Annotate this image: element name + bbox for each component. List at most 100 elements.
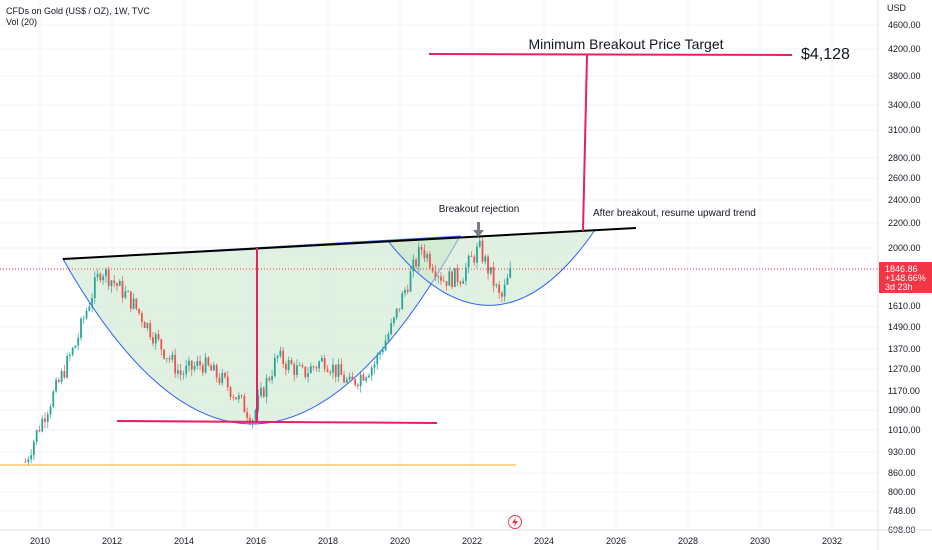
candle-body — [260, 387, 262, 396]
candle-body — [290, 359, 293, 365]
candle-body — [401, 293, 404, 310]
candle-body — [379, 352, 381, 355]
candle-body — [243, 395, 246, 413]
candle-body — [279, 350, 282, 356]
candle-body — [149, 323, 152, 338]
candle-body — [301, 365, 304, 367]
candle-body — [307, 373, 309, 378]
candle-body — [487, 256, 489, 274]
target-label[interactable]: Minimum Breakout Price Target — [528, 36, 723, 52]
time-tick-label: 2018 — [318, 536, 338, 546]
breakout-label[interactable]: After breakout, resume upward trend — [593, 208, 756, 219]
last-price-value: 1846.86 — [885, 264, 918, 274]
candle-body — [254, 410, 257, 421]
time-tick-label: 2026 — [606, 536, 626, 546]
candle-body — [135, 298, 138, 309]
candle-body — [235, 397, 237, 400]
candle-body — [168, 358, 171, 360]
target-price-line[interactable] — [428, 53, 793, 56]
volume-label[interactable]: Vol (20) — [6, 17, 37, 27]
candle-body — [415, 259, 417, 267]
time-tick-label: 2022 — [462, 536, 482, 546]
candle-body — [404, 289, 406, 294]
time-tick-label: 2012 — [102, 536, 122, 546]
candle-body — [201, 365, 204, 373]
last-price-badge[interactable]: 1846.86 +148.66% 3d 23h — [879, 262, 932, 293]
candle-body — [293, 364, 296, 375]
symbol-title[interactable]: CFDs on Gold (US$ / OZ), 1W, TVC — [6, 6, 150, 16]
candle-body — [179, 370, 182, 375]
candle-body — [398, 308, 401, 310]
lightning-icon[interactable] — [508, 515, 522, 529]
target-price-label[interactable]: $4,128 — [801, 46, 850, 63]
price-tick-label: 2800.00 — [888, 153, 921, 163]
target-projection-line[interactable] — [582, 54, 588, 232]
candle-body — [160, 339, 163, 350]
candle-body — [321, 357, 323, 362]
candle-body — [143, 322, 146, 329]
time-tick-labels[interactable]: 2010 2012 2014 2016 2018 2020 2022 2024 2026 2028… — [30, 536, 842, 546]
candle-body — [127, 291, 129, 293]
price-tick-label: 1010.00 — [888, 425, 921, 435]
candle-body — [465, 267, 467, 281]
candle-body — [437, 276, 440, 278]
candle-body — [409, 271, 412, 292]
candle-body — [44, 418, 46, 422]
candle-body — [193, 366, 196, 370]
time-tick-label: 2024 — [534, 536, 554, 546]
candle-body — [60, 371, 63, 382]
candle-body — [451, 271, 453, 287]
candle-body — [91, 298, 93, 307]
time-tick-label: 2020 — [390, 536, 410, 546]
candle-body — [85, 310, 88, 319]
candle-body — [492, 267, 495, 286]
candle-body — [152, 337, 154, 344]
candle-body — [381, 350, 384, 353]
rejection-label[interactable]: Breakout rejection — [439, 204, 520, 215]
candle-body — [210, 365, 213, 371]
candle-body — [66, 356, 69, 378]
candle-body — [489, 267, 492, 274]
candle-body — [226, 376, 229, 388]
time-tick-label: 2016 — [246, 536, 266, 546]
candle-body — [365, 377, 368, 381]
candle-body — [440, 276, 442, 281]
candle-body — [240, 395, 243, 397]
candle-body — [99, 273, 102, 281]
candle-body — [27, 459, 30, 463]
time-tick-label: 2028 — [678, 536, 698, 546]
candle-body — [426, 254, 429, 259]
cup-bottom-line[interactable] — [116, 420, 438, 424]
candle-body — [218, 377, 221, 384]
price-tick-label: 1090.00 — [888, 405, 921, 415]
candle-body — [337, 364, 340, 377]
neckline-trendline[interactable] — [62, 227, 637, 260]
candle-body — [323, 357, 326, 370]
candle-body — [77, 337, 80, 346]
time-tick-label: 2010 — [30, 536, 50, 546]
candle-body — [503, 284, 506, 297]
candle-body — [470, 255, 473, 257]
candle-body — [213, 364, 215, 371]
time-tick-label: 2032 — [822, 536, 842, 546]
candle-body — [237, 395, 240, 400]
candle-body — [351, 376, 354, 380]
candle-body — [55, 379, 57, 392]
candle-body — [188, 360, 190, 366]
candle-body — [484, 256, 487, 262]
currency-label: USD — [887, 3, 907, 13]
candle-body — [326, 369, 329, 372]
candle-body — [390, 323, 393, 335]
candle-body — [268, 378, 271, 381]
price-tick-label: 1270.00 — [888, 364, 921, 374]
candle-body — [93, 277, 96, 299]
candle-body — [207, 357, 210, 366]
candle-body — [298, 365, 301, 366]
candle-body — [334, 364, 337, 377]
candle-body — [199, 361, 201, 366]
price-tick-label: 1370.00 — [888, 344, 921, 354]
candle-body — [285, 363, 287, 370]
price-tick-label: 860.00 — [888, 468, 916, 478]
candle-body — [362, 374, 365, 381]
